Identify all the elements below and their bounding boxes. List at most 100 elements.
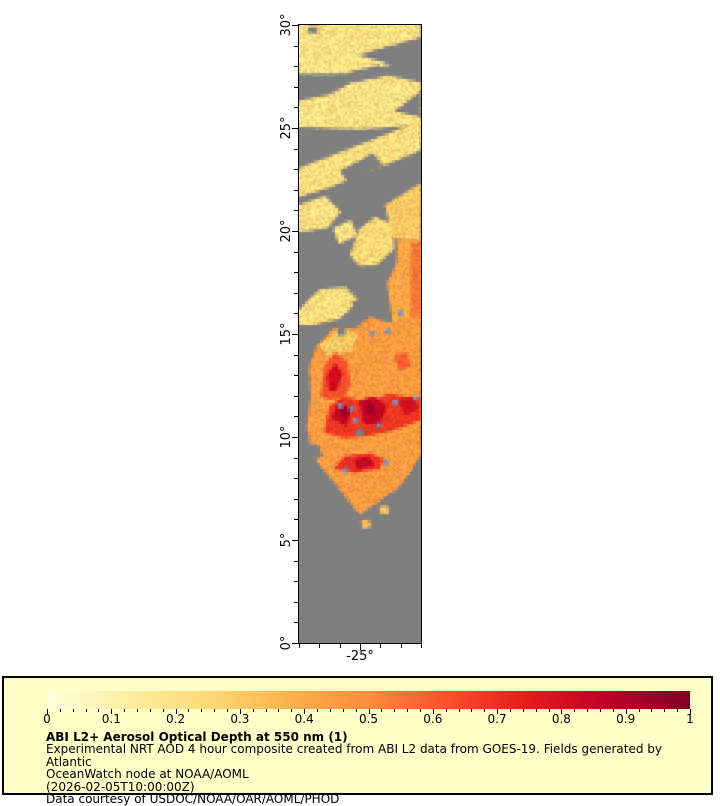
colorbar-tick: [59, 709, 61, 712]
y-axis-tick-label: 5°: [279, 532, 294, 548]
legend-line-3: (2026-02-05T10:00:00Z): [46, 779, 195, 794]
colorbar-tick: [137, 709, 139, 712]
colorbar-tick: [587, 709, 589, 712]
x-axis-tick: [299, 644, 300, 648]
colorbar-tick-label: 0.3: [230, 712, 250, 726]
colorbar-tick-label: 0.5: [358, 712, 379, 726]
colorbar-tick: [291, 709, 293, 712]
colorbar-tick: [445, 709, 447, 712]
y-axis-tick: [294, 169, 298, 170]
colorbar-tick: [329, 709, 331, 712]
legend-line-4: Data courtesy of USDOC/NOAA/OAR/AOML/PHO…: [46, 792, 340, 806]
y-axis-tick: [294, 87, 298, 88]
colorbar-tick: [509, 709, 511, 712]
y-axis-tick: [292, 128, 298, 129]
colorbar-tick-label: 0: [43, 712, 51, 726]
colorbar-tick: [432, 709, 434, 714]
colorbar-tick: [458, 709, 460, 712]
colorbar-tick: [124, 709, 126, 712]
colorbar-tick: [677, 709, 679, 712]
y-axis-tick: [294, 622, 298, 623]
y-axis-tick: [292, 437, 298, 438]
colorbar-tick: [497, 709, 499, 714]
legend-title: ABI L2+ Aerosol Optical Depth at 550 nm …: [46, 730, 348, 744]
aod-map-canvas: [299, 25, 421, 643]
colorbar-tick: [265, 709, 267, 712]
colorbar-tick: [162, 709, 164, 712]
colorbar-tick: [394, 709, 396, 712]
colorbar-tick: [599, 709, 601, 712]
colorbar-tick: [535, 709, 537, 712]
colorbar-tick: [201, 709, 203, 712]
x-axis-tick: [360, 644, 361, 650]
colorbar-tick: [522, 709, 524, 712]
y-axis-tick: [294, 499, 298, 500]
colorbar-tick: [317, 709, 319, 712]
colorbar-tick: [214, 709, 216, 712]
colorbar-tick: [98, 709, 100, 712]
colorbar-tick: [85, 709, 87, 712]
colorbar-tick: [651, 709, 653, 712]
colorbar-tick: [355, 709, 357, 712]
colorbar-tick-label: 0.6: [423, 712, 443, 726]
legend-line-1: Experimental NRT AOD 4 hour composite cr…: [46, 742, 662, 769]
y-axis-tick: [294, 252, 298, 253]
y-axis-tick-label: 20°: [279, 219, 294, 243]
y-axis-tick-label: 10°: [279, 425, 294, 449]
colorbar-tick: [188, 709, 190, 712]
colorbar-tick: [239, 709, 241, 714]
y-axis-tick: [294, 519, 298, 520]
colorbar-tick: [175, 709, 177, 714]
y-axis-tick: [294, 210, 298, 211]
colorbar-tick: [72, 709, 74, 712]
colorbar-tick: [419, 709, 421, 712]
colorbar-tick-label: 0.8: [551, 712, 571, 726]
y-axis-tick: [294, 416, 298, 417]
y-axis-tick-label: 0°: [279, 635, 294, 651]
y-axis-tick-label: 30°: [279, 13, 294, 37]
y-axis-tick-label: 25°: [279, 116, 294, 140]
colorbar-tick: [574, 709, 576, 712]
x-axis-tick: [319, 644, 320, 648]
colorbar-tick-label: 0.4: [294, 712, 314, 726]
colorbar-tick: [111, 709, 113, 714]
y-axis-tick: [294, 355, 298, 356]
y-axis-tick: [292, 643, 298, 644]
y-axis-tick: [294, 581, 298, 582]
y-axis-tick: [294, 293, 298, 294]
y-axis-tick: [294, 149, 298, 150]
colorbar-tick: [227, 709, 229, 712]
colorbar-tick: [368, 709, 370, 714]
colorbar-tick: [407, 709, 409, 712]
y-axis-tick: [294, 313, 298, 314]
colorbar-gradient: [47, 691, 690, 709]
y-axis-tick: [294, 107, 298, 108]
y-axis-tick: [294, 478, 298, 479]
colorbar-tick: [149, 709, 151, 712]
colorbar-tick: [638, 709, 640, 712]
colorbar-tick: [278, 709, 280, 712]
colorbar-tick: [612, 709, 614, 712]
colorbar-tick: [561, 709, 563, 714]
legend-line-2: OceanWatch node at NOAA/AOML: [46, 767, 249, 782]
y-axis-tick: [294, 602, 298, 603]
y-axis-tick: [294, 458, 298, 459]
colorbar-tick: [252, 709, 254, 712]
colorbar-tick: [690, 709, 691, 714]
colorbar-tick-label: 0.2: [166, 712, 186, 726]
y-axis-tick: [294, 46, 298, 47]
y-axis-tick: [294, 561, 298, 562]
legend-panel: 0 0.1 0.2 0.3 0.4 0.5 0.6 0.7 0.8 0.9 1 ABI L2+ Ae…: [2, 676, 713, 805]
y-axis-tick-label: 15°: [279, 322, 294, 346]
colorbar-tick: [664, 709, 666, 712]
y-axis-tick: [292, 540, 298, 541]
colorbar-tick-label: 0.7: [487, 712, 507, 726]
aod-map-figure: 30° 25° 20° 15° 10° 5° 0° -25°: [279, 13, 422, 664]
colorbar-tick-label: 1: [686, 712, 694, 726]
x-axis-tick-label: -25°: [346, 649, 374, 664]
y-axis-tick: [294, 272, 298, 273]
map-frame: [298, 24, 422, 644]
y-axis-tick: [294, 66, 298, 67]
colorbar-tick: [304, 709, 306, 714]
x-axis-tick: [380, 644, 381, 648]
